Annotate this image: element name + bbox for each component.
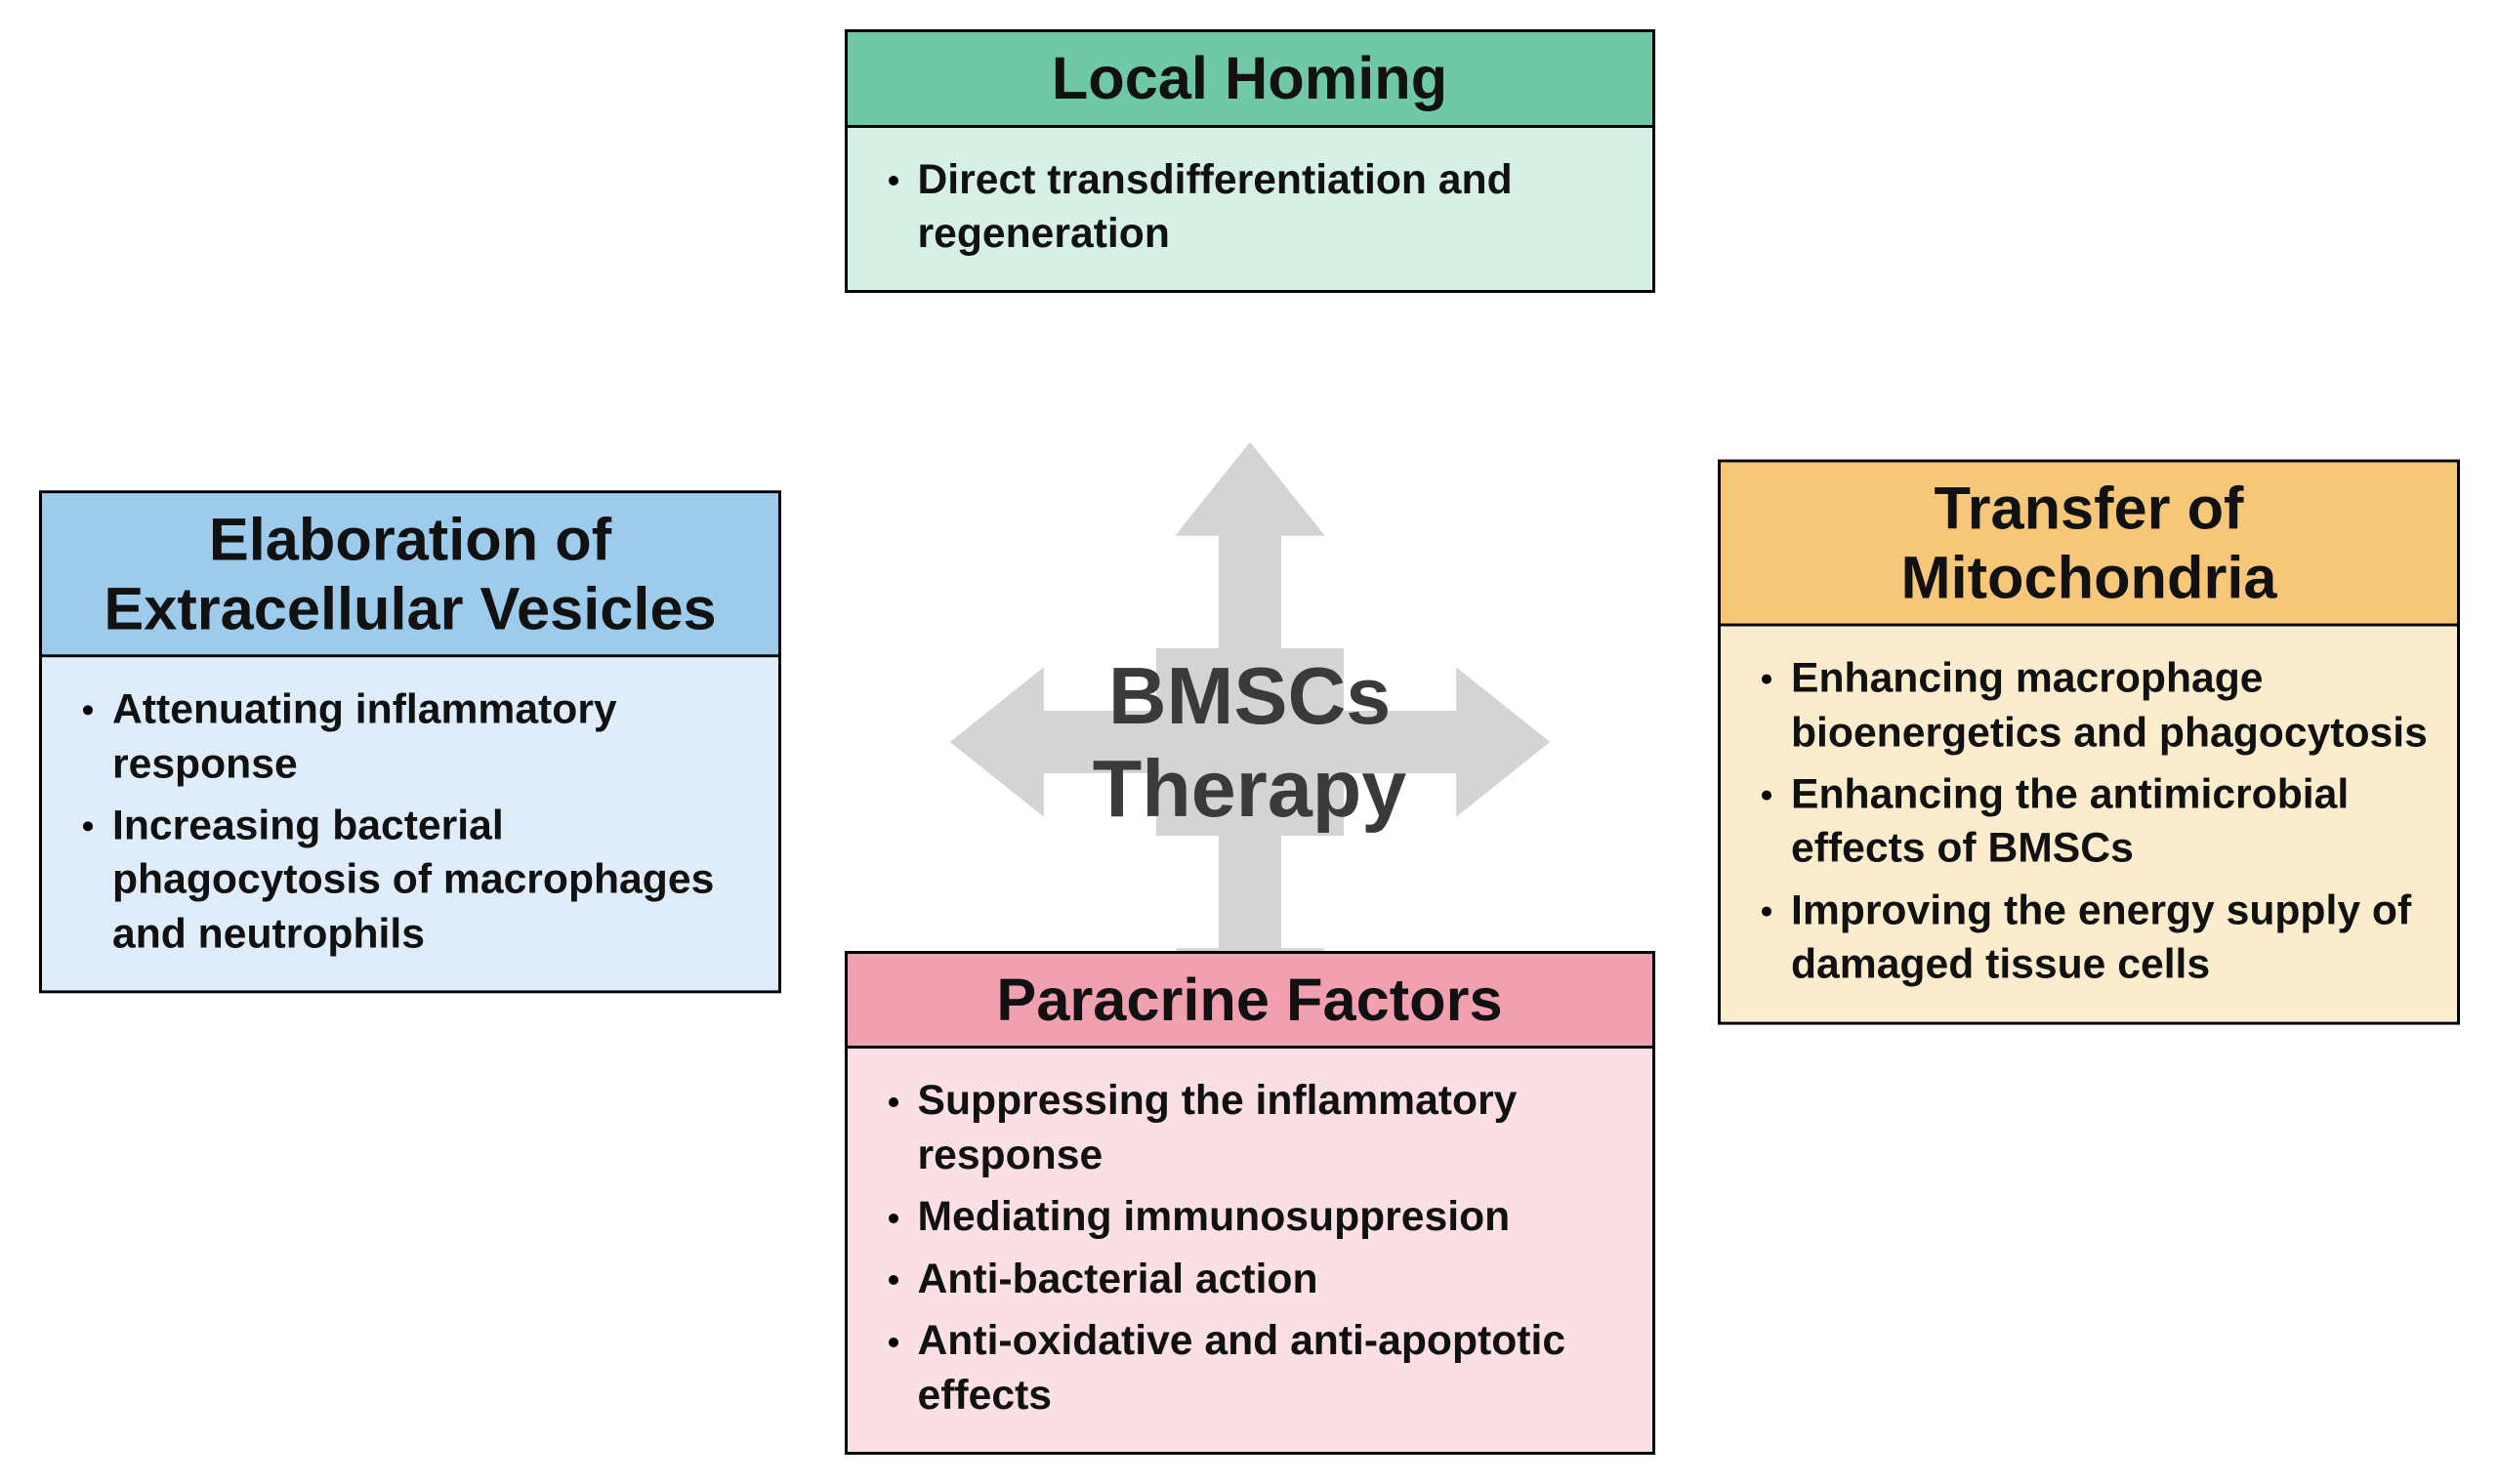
card-item-list: Suppressing the inflammatory response Me… [875,1074,1625,1422]
center-label: BMSCs Therapy [1093,649,1407,835]
card-body: Attenuating inflammatory response Increa… [42,657,778,990]
card-title: Transfer of Mitochondria [1721,463,2457,627]
card-local-homing: Local Homing Direct transdifferentiation… [845,29,1655,293]
list-item: Mediating immunosuppresion [875,1190,1625,1244]
center-label-line1: BMSCs [1093,649,1407,742]
list-item: Attenuating inflammatory response [69,682,751,791]
card-title-line2: Extracellular Vesicles [104,574,716,641]
card-body: Direct transdifferentiation and regenera… [848,128,1652,291]
card-title: Local Homing [848,32,1652,128]
card-body: Enhancing macrophage bioenergetics and p… [1721,627,2457,1022]
list-item: Enhancing macrophage bioenergetics and p… [1748,652,2430,761]
card-item-list: Attenuating inflammatory response Increa… [69,682,751,961]
figure-stage: BMSCs Therapy Local Homing Direct transd… [0,0,2499,1484]
card-paracrine-factors: Paracrine Factors Suppressing the inflam… [845,951,1655,1455]
center-label-line2: Therapy [1093,742,1407,835]
card-extracellular-vesicles: Elaboration of Extracellular Vesicles At… [39,490,781,993]
list-item: Anti-bacterial action [875,1253,1625,1306]
list-item: Enhancing the antimicrobial effects of B… [1748,768,2430,877]
card-title: Paracrine Factors [848,954,1652,1050]
list-item: Improving the energy supply of damaged t… [1748,884,2430,992]
list-item: Anti-oxidative and anti-apoptotic effect… [875,1314,1625,1422]
card-item-list: Direct transdifferentiation and regenera… [875,153,1625,262]
card-body: Suppressing the inflammatory response Me… [848,1049,1652,1452]
card-transfer-mitochondria: Transfer of Mitochondria Enhancing macro… [1718,460,2460,1025]
list-item: Suppressing the inflammatory response [875,1074,1625,1182]
card-item-list: Enhancing macrophage bioenergetics and p… [1748,652,2430,993]
list-item: Increasing bacterial phagocytosis of mac… [69,799,751,961]
card-title: Elaboration of Extracellular Vesicles [42,493,778,657]
card-title-line1: Elaboration of [209,505,611,572]
list-item: Direct transdifferentiation and regenera… [875,153,1625,262]
